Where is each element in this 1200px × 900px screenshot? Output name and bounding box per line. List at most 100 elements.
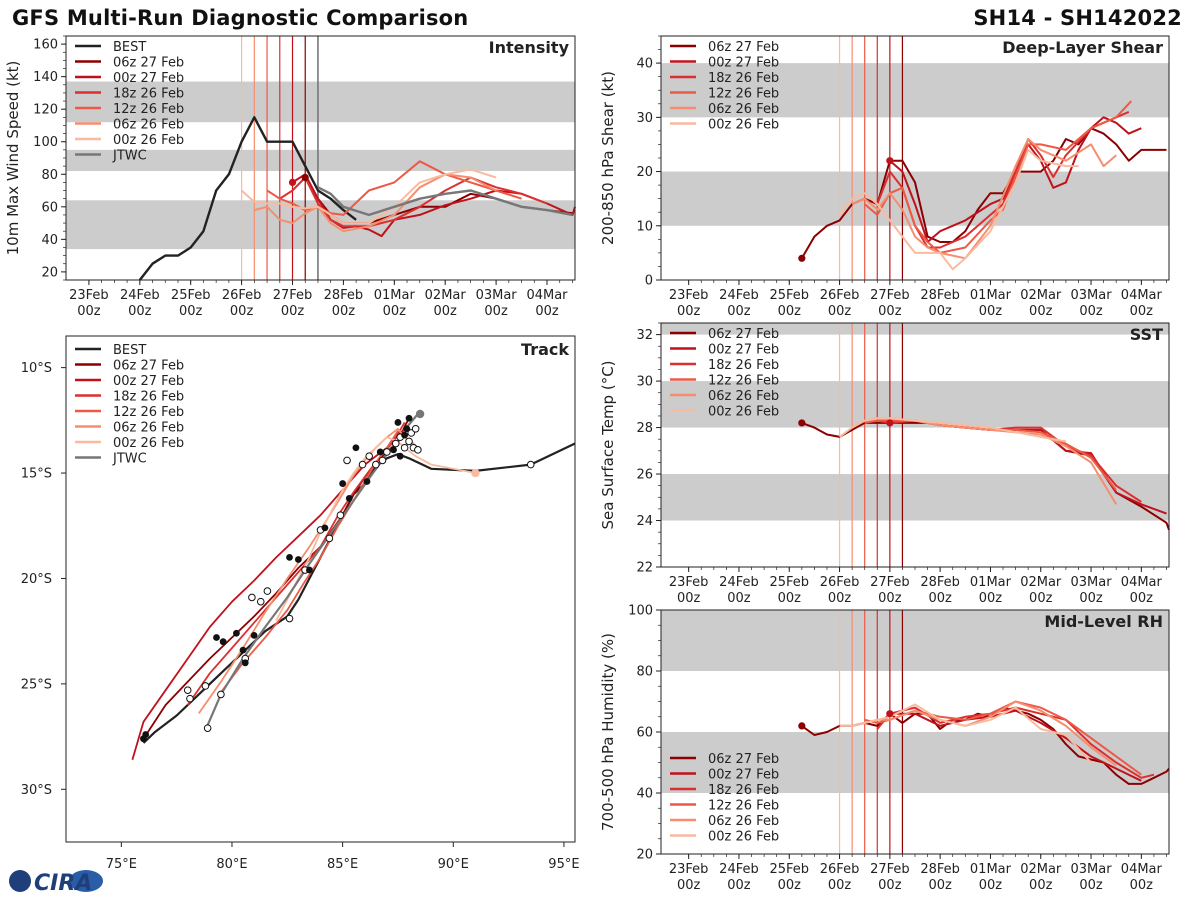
- x-tick-date: 01Mar: [970, 862, 1012, 877]
- series-line-BEST: [138, 116, 357, 281]
- x-tick-hour: 00z: [332, 304, 356, 319]
- legend-label: 06z 26 Feb: [708, 814, 779, 829]
- x-tick-hour: 00z: [828, 878, 852, 893]
- track-marker-open: [365, 452, 373, 460]
- y-tick-label: 0: [645, 274, 653, 289]
- legend-label: JTWC: [112, 149, 147, 164]
- track-marker-open: [343, 456, 351, 465]
- shaded-band-0: [661, 474, 1169, 521]
- x-tick-hour: 00z: [281, 304, 305, 319]
- init-point-r00z27: [886, 157, 894, 165]
- legend-label: 00z 26 Feb: [113, 436, 184, 451]
- x-tick-date: 28Feb: [324, 288, 364, 303]
- y-tick-label: 160: [33, 38, 58, 53]
- track-marker-filled: [352, 444, 360, 452]
- y-tick-label: 80: [636, 665, 653, 680]
- logo-globe-icon: [9, 870, 31, 892]
- track-marker-filled: [321, 524, 329, 532]
- x-tick-hour: 00z: [878, 591, 902, 606]
- x-tick-date: 23Feb: [669, 575, 709, 590]
- track-marker-open: [358, 460, 367, 469]
- legend-label: 18z 26 Feb: [113, 390, 184, 405]
- track-marker-filled: [376, 448, 384, 456]
- x-tick-hour: 00z: [1029, 304, 1053, 319]
- series-line-r00z26: [839, 703, 1092, 764]
- legend-label: 00z 26 Feb: [708, 830, 779, 845]
- track-marker-open: [391, 439, 400, 448]
- init-point-r06z27: [798, 722, 806, 730]
- y-tick-label: 28: [636, 421, 653, 436]
- legend-label: 00z 27 Feb: [708, 56, 779, 71]
- track-marker-filled: [219, 638, 227, 646]
- x-tick-hour: 00z: [677, 304, 701, 319]
- legend-label: 00z 27 Feb: [113, 374, 184, 389]
- y-tick-label: 30: [636, 111, 653, 126]
- x-tick-hour: 00z: [484, 304, 508, 319]
- plot-background: [661, 323, 1169, 567]
- track-marker-filled: [306, 566, 313, 574]
- legend-label: 06z 26 Feb: [708, 389, 779, 404]
- x-tick-date: 04Mar: [1121, 288, 1163, 303]
- x-tick-date: 03Mar: [1071, 862, 1113, 877]
- legend-label: 18z 26 Feb: [708, 71, 779, 86]
- y-tick-label: 20: [41, 265, 58, 280]
- x-tick-hour: 00z: [979, 591, 1003, 606]
- x-tick-hour: 00z: [727, 878, 751, 893]
- legend-label: 00z 26 Feb: [708, 405, 779, 420]
- series-line-r00z26: [838, 148, 1079, 271]
- panel-title: Mid-Level RH: [1044, 612, 1163, 631]
- track-marker-open: [183, 686, 192, 695]
- track-marker-open: [336, 511, 345, 520]
- track-marker-filled: [401, 431, 408, 439]
- x-tick-hour: 00z: [1079, 878, 1103, 893]
- y-tick-label: 40: [636, 57, 653, 72]
- x-tick-date: 28Feb: [920, 288, 960, 303]
- track-marker-open: [186, 694, 194, 703]
- track-marker-open: [372, 460, 380, 469]
- init-point-r00z27: [886, 419, 894, 427]
- track-marker-open: [263, 587, 272, 595]
- y-tick-label: 140: [33, 70, 58, 85]
- x-tick-date: 24Feb: [719, 288, 759, 303]
- x-tick-hour: 00z: [677, 878, 701, 893]
- plot-frame: [65, 335, 576, 843]
- legend-label: 06z 26 Feb: [113, 118, 184, 133]
- x-tick-hour: 00z: [1029, 591, 1053, 606]
- legend-label: 06z 27 Feb: [708, 327, 779, 342]
- x-tick-hour: 00z: [77, 304, 101, 319]
- legend-label: BEST: [113, 40, 146, 55]
- y-axis-label: 200-850 hPa Shear (kt): [599, 71, 617, 245]
- y-tick-label: 100: [628, 604, 653, 619]
- x-tick-label: 85°E: [327, 857, 358, 872]
- x-tick-date: 25Feb: [769, 288, 809, 303]
- series-line-r12z26: [266, 160, 522, 216]
- x-tick-date: 04Mar: [1121, 862, 1163, 877]
- x-tick-date: 27Feb: [870, 288, 910, 303]
- x-tick-hour: 00z: [778, 591, 802, 606]
- x-tick-date: 01Mar: [970, 288, 1012, 303]
- x-tick-date: 02Mar: [1020, 288, 1062, 303]
- legend-label: 06z 26 Feb: [113, 421, 184, 436]
- x-tick-hour: 00z: [1079, 304, 1103, 319]
- track-marker-filled: [339, 480, 347, 487]
- cira-logo: CIRA: [6, 866, 106, 896]
- y-tick-label: 40: [636, 787, 653, 802]
- track-marker-filled: [394, 419, 402, 426]
- track-marker-filled: [405, 414, 413, 422]
- x-tick-date: 28Feb: [920, 862, 960, 877]
- track-marker-filled: [250, 631, 258, 639]
- y-tick-label: 80: [41, 168, 58, 183]
- shaded-band-2: [66, 81, 575, 123]
- y-tick-label: 26: [636, 468, 653, 483]
- y-tick-label: 24: [636, 514, 653, 529]
- x-tick-date: 24Feb: [719, 862, 759, 877]
- y-tick-label: 10: [636, 219, 653, 234]
- legend-label: 00z 27 Feb: [708, 343, 779, 358]
- legend-label: 18z 26 Feb: [113, 87, 184, 102]
- track-marker-filled: [213, 634, 220, 641]
- legend-label: 18z 26 Feb: [708, 783, 779, 798]
- x-tick-date: 25Feb: [769, 575, 809, 590]
